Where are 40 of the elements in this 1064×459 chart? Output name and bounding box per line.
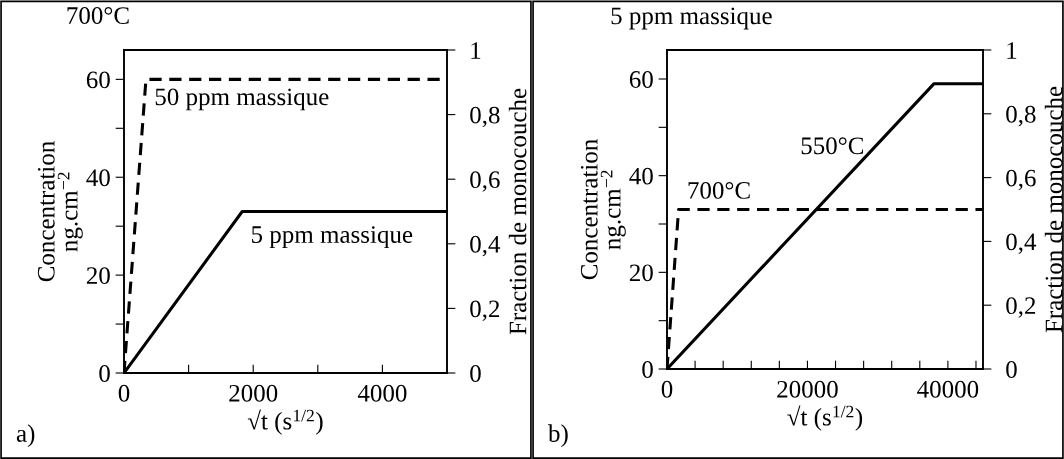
x-tick-label: 2000	[229, 384, 278, 402]
y-tick-label: 0	[642, 361, 653, 378]
series-label: 50 ppm massique	[155, 88, 329, 111]
y2-tick-label: 0,2	[1006, 297, 1036, 318]
y2-tick-label: 0,4	[1006, 233, 1037, 254]
series-label: 550°C	[801, 137, 864, 155]
chart-title: 5 ppm massique	[611, 7, 772, 30]
y-tick-label: 0	[99, 365, 110, 382]
text: b)	[548, 424, 568, 447]
y2-tick-label: 0,6	[470, 171, 500, 192]
y2-tick-label: 0,2	[470, 300, 500, 321]
y-tick-label: 20	[86, 267, 110, 285]
x-tick-label: 20000	[777, 380, 838, 398]
y2-tick-label: 0,6	[1006, 169, 1036, 191]
y-axis-title: Concentration ng.cm$^{−2}$	[580, 139, 626, 280]
y2-axis-title: Fraction de monocouche	[1044, 86, 1063, 333]
series-label: 5 ppm massique	[252, 226, 413, 249]
x-axis-title: √t (s$^{1/2}$)	[247, 409, 323, 435]
y-tick-label: 60	[629, 71, 653, 88]
y2-tick-label: 0,8	[470, 106, 500, 128]
text: a)	[16, 424, 35, 447]
y2-tick-label: 0	[1006, 361, 1017, 378]
x-axis-title: √t (s$^{1/2}$)	[787, 405, 863, 431]
y2-tick-label: 0,4	[470, 235, 501, 257]
y-tick-label: 40	[86, 169, 110, 187]
y-tick-label: 60	[86, 71, 110, 89]
x-tick-label: 40000	[917, 380, 979, 398]
y2-tick-label: 1	[471, 42, 481, 59]
y-tick-label: 40	[629, 167, 653, 185]
y2-tick-label: 0,8	[1006, 105, 1036, 127]
y2-tick-label: 0	[470, 365, 481, 382]
y-axis-title: Concentration ng.cm$^{−2}$	[37, 141, 83, 282]
x-tick-label: 0	[661, 380, 673, 398]
y2-axis-title: Fraction de monocouche	[508, 88, 527, 335]
y-tick-label: 20	[629, 264, 653, 282]
x-tick-label: 0	[118, 384, 130, 402]
chart-title: 700°C	[67, 7, 129, 24]
series-label: 700°C	[688, 182, 750, 199]
x-tick-label: 4000	[357, 384, 407, 402]
y2-tick-label: 1	[1007, 42, 1017, 59]
